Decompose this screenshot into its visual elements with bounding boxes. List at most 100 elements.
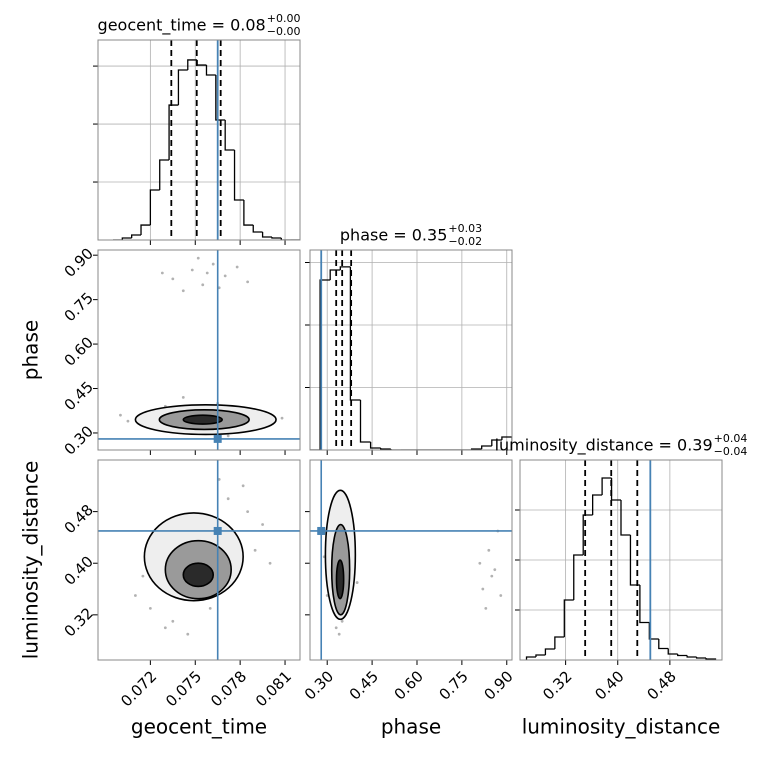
y-axis-label: phase: [19, 320, 43, 380]
sample-point: [119, 413, 122, 417]
histogram-step: [491, 439, 502, 446]
sample-point: [196, 256, 200, 260]
truth-marker: [213, 526, 222, 535]
histogram-step: [667, 648, 678, 655]
histogram-step: [177, 69, 188, 106]
histogram-step: [205, 65, 216, 76]
histogram-step: [261, 232, 272, 238]
histogram-step: [329, 269, 341, 280]
y-tick-label: 0.90: [61, 244, 97, 280]
x-tick-label: 0.75: [436, 667, 472, 703]
panel-frame: [309, 459, 513, 661]
histogram-step: [224, 120, 235, 151]
plot-area: [310, 460, 512, 660]
sample-point: [148, 606, 152, 610]
sample-point: [163, 626, 167, 630]
panel-frame: [97, 249, 301, 451]
contour: [182, 414, 223, 425]
title-upper: +0.04: [714, 432, 748, 445]
plot-area: [520, 460, 722, 660]
truth-marker: [317, 526, 326, 535]
panel-title: luminosity_distance = 0.39: [495, 436, 713, 456]
sample-point: [487, 548, 491, 552]
panel: 0.32 0.40 0.48 luminosity_distance = 0.39 +0…: [495, 432, 748, 739]
sample-point: [134, 594, 137, 597]
sample-point: [499, 594, 503, 597]
sample-point: [355, 581, 359, 584]
histogram-step: [131, 234, 142, 239]
title-lower: −0.04: [714, 445, 748, 458]
panel: 0.072 0.075 0.078 0.081 0.32 0.40 0.48 geocent_…: [19, 459, 301, 739]
histogram-step: [610, 478, 621, 501]
sample-point: [478, 561, 482, 565]
histogram-step: [252, 225, 263, 233]
panel-title: geocent_time = 0.08: [98, 16, 266, 36]
sample-point: [181, 396, 185, 399]
y-axis-label: luminosity_distance: [19, 461, 43, 660]
panel-frame: [309, 249, 513, 451]
panel-frame: [519, 459, 723, 661]
sample-point: [226, 497, 230, 501]
histogram-step: [380, 448, 391, 450]
histogram-step: [196, 59, 207, 66]
histogram-step: [369, 442, 381, 449]
title-lower: −0.02: [448, 235, 482, 248]
panel: geocent_time = 0.08 +0.00−0.00: [93, 12, 301, 245]
histogram-step: [658, 639, 669, 650]
histogram-step: [243, 200, 254, 226]
x-tick-label: 0.32: [539, 667, 575, 703]
histogram-step: [525, 656, 536, 660]
histogram-step: [686, 655, 697, 658]
histogram-step: [140, 224, 151, 236]
plot-area: [98, 460, 300, 660]
x-axis-label: luminosity_distance: [522, 715, 721, 739]
sample-point: [190, 268, 194, 272]
sample-point: [126, 419, 130, 423]
histogram-step: [601, 477, 612, 495]
histogram-step: [187, 59, 198, 71]
sample-point: [160, 271, 164, 275]
sample-point: [337, 632, 341, 636]
sample-point: [493, 568, 497, 572]
sample-point: [223, 274, 227, 278]
sample-point: [261, 523, 264, 526]
x-tick-label: 0.90: [480, 667, 516, 703]
sample-point: [171, 277, 175, 281]
panel-frame: [97, 39, 301, 241]
title-upper: +0.03: [448, 222, 482, 235]
histogram-step: [168, 104, 179, 160]
truth-marker: [213, 434, 222, 443]
histogram-step: [563, 599, 574, 637]
histogram-step: [339, 266, 351, 270]
sample-point: [481, 587, 485, 591]
y-tick-label: 0.48: [61, 501, 97, 537]
contour: [335, 559, 345, 600]
y-tick-label: 0.40: [61, 553, 97, 589]
histogram-step: [554, 636, 565, 649]
sample-point: [246, 280, 250, 284]
sample-point: [205, 271, 209, 275]
histogram-step: [695, 657, 707, 659]
y-tick-label: 0.75: [61, 289, 97, 325]
sample-point: [253, 548, 257, 552]
histogram-step: [233, 150, 244, 201]
histogram-step: [535, 654, 546, 657]
x-tick-label: 0.60: [391, 667, 427, 703]
sample-point: [340, 619, 344, 623]
sample-point: [280, 416, 284, 420]
title-upper: +0.00: [267, 12, 301, 25]
sample-point: [201, 283, 205, 287]
title-lower: −0.00: [267, 25, 301, 38]
histogram-step: [544, 648, 555, 655]
histogram-step: [582, 514, 593, 555]
histogram-step: [648, 622, 659, 640]
x-tick-label: 0.072: [117, 667, 160, 710]
histogram-step: [359, 400, 371, 443]
plot-area: [98, 40, 300, 240]
sample-point: [268, 561, 272, 565]
sample-point: [181, 289, 185, 293]
x-tick-label: 0.45: [346, 667, 382, 703]
histogram-step: [215, 75, 226, 121]
